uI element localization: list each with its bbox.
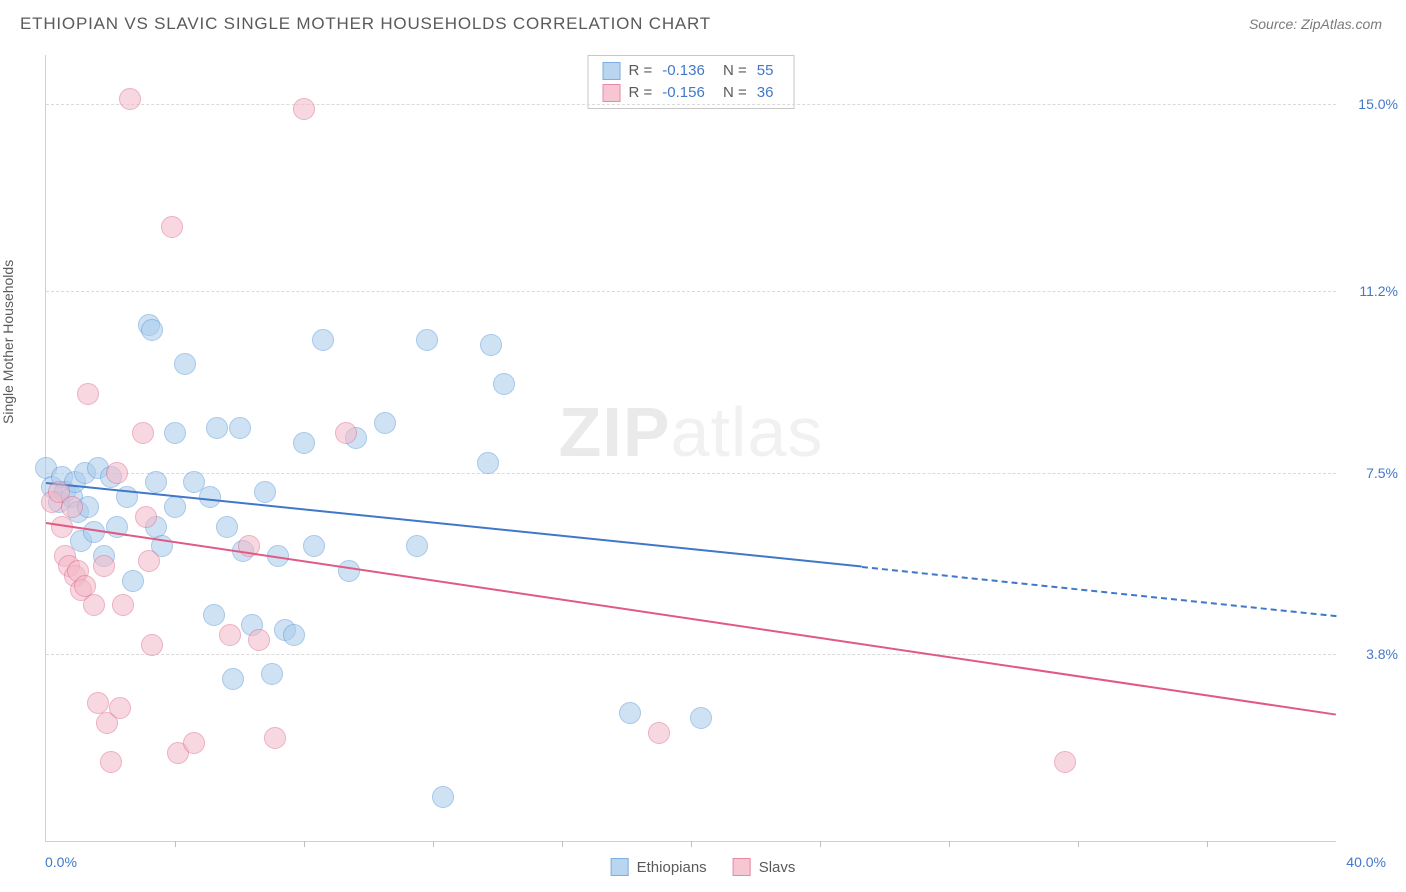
x-tick [562, 841, 563, 847]
scatter-point [283, 624, 305, 646]
scatter-point [374, 412, 396, 434]
y-tick-label: 7.5% [1366, 465, 1398, 481]
scatter-point [480, 334, 502, 356]
y-tick-label: 11.2% [1359, 283, 1398, 299]
legend-r-value: -0.136 [662, 60, 705, 82]
scatter-point [248, 629, 270, 651]
scatter-point [432, 786, 454, 808]
scatter-point [619, 702, 641, 724]
x-tick [820, 841, 821, 847]
scatter-point [87, 692, 109, 714]
legend-n-value: 36 [757, 82, 774, 104]
legend-swatch [733, 858, 751, 876]
legend-row: R = -0.156 N = 36 [603, 82, 780, 104]
grid-line [46, 104, 1336, 105]
scatter-point [77, 383, 99, 405]
legend-r-label: R = [629, 60, 653, 82]
scatter-point [416, 329, 438, 351]
scatter-point [183, 732, 205, 754]
scatter-point [406, 535, 428, 557]
scatter-point [138, 550, 160, 572]
source-label: Source: ZipAtlas.com [1249, 16, 1382, 32]
scatter-point [161, 216, 183, 238]
scatter-point [648, 722, 670, 744]
x-tick [175, 841, 176, 847]
scatter-point [335, 422, 357, 444]
x-axis-max-label: 40.0% [1346, 854, 1386, 870]
scatter-point [93, 555, 115, 577]
scatter-point [106, 462, 128, 484]
scatter-point [293, 98, 315, 120]
series-legend-item: Slavs [733, 858, 796, 876]
scatter-point [174, 353, 196, 375]
correlation-legend: R = -0.136 N = 55 R = -0.156 N = 36 [588, 55, 795, 109]
scatter-point [61, 496, 83, 518]
legend-swatch [603, 62, 621, 80]
x-tick [691, 841, 692, 847]
trend-line-dashed [862, 566, 1336, 617]
scatter-point [141, 319, 163, 341]
x-tick [949, 841, 950, 847]
scatter-point [122, 570, 144, 592]
series-legend-item: Ethiopians [611, 858, 707, 876]
scatter-point [690, 707, 712, 729]
scatter-point [141, 634, 163, 656]
series-legend-label: Slavs [759, 859, 796, 876]
watermark: ZIPatlas [559, 392, 824, 472]
legend-row: R = -0.136 N = 55 [603, 60, 780, 82]
watermark-part1: ZIP [559, 393, 671, 471]
scatter-point [293, 432, 315, 454]
scatter-point [216, 516, 238, 538]
chart-title: ETHIOPIAN VS SLAVIC SINGLE MOTHER HOUSEH… [20, 14, 711, 34]
scatter-point [100, 751, 122, 773]
scatter-point [222, 668, 244, 690]
scatter-point [83, 594, 105, 616]
scatter-point [264, 727, 286, 749]
x-tick [304, 841, 305, 847]
legend-r-label: R = [629, 82, 653, 104]
x-tick [433, 841, 434, 847]
scatter-point [338, 560, 360, 582]
legend-swatch [611, 858, 629, 876]
watermark-part2: atlas [671, 393, 824, 471]
scatter-point [254, 481, 276, 503]
scatter-point [1054, 751, 1076, 773]
grid-line [46, 654, 1336, 655]
scatter-point [135, 506, 157, 528]
scatter-point [493, 373, 515, 395]
scatter-point [261, 663, 283, 685]
scatter-point [145, 471, 167, 493]
scatter-point [206, 417, 228, 439]
chart-plot-area: ZIPatlas R =-0.136 N =55R =-0.156 N =36 … [45, 55, 1336, 842]
scatter-point [229, 417, 251, 439]
grid-line [46, 473, 1336, 474]
legend-swatch [603, 84, 621, 102]
grid-line [46, 291, 1336, 292]
scatter-point [109, 697, 131, 719]
y-axis-title: Single Mother Households [0, 260, 16, 424]
series-legend-label: Ethiopians [637, 859, 707, 876]
x-tick [1078, 841, 1079, 847]
x-tick [1207, 841, 1208, 847]
scatter-point [312, 329, 334, 351]
scatter-point [477, 452, 499, 474]
legend-n-label: N = [719, 60, 747, 82]
scatter-point [164, 422, 186, 444]
scatter-point [203, 604, 225, 626]
scatter-point [112, 594, 134, 616]
y-tick-label: 15.0% [1358, 96, 1398, 112]
scatter-point [132, 422, 154, 444]
legend-r-value: -0.156 [662, 82, 705, 104]
x-axis-min-label: 0.0% [45, 854, 77, 870]
legend-n-value: 55 [757, 60, 774, 82]
series-legend: Ethiopians Slavs [611, 858, 796, 876]
scatter-point [219, 624, 241, 646]
y-tick-label: 3.8% [1366, 646, 1398, 662]
legend-n-label: N = [719, 82, 747, 104]
scatter-point [119, 88, 141, 110]
scatter-point [303, 535, 325, 557]
scatter-point [164, 496, 186, 518]
